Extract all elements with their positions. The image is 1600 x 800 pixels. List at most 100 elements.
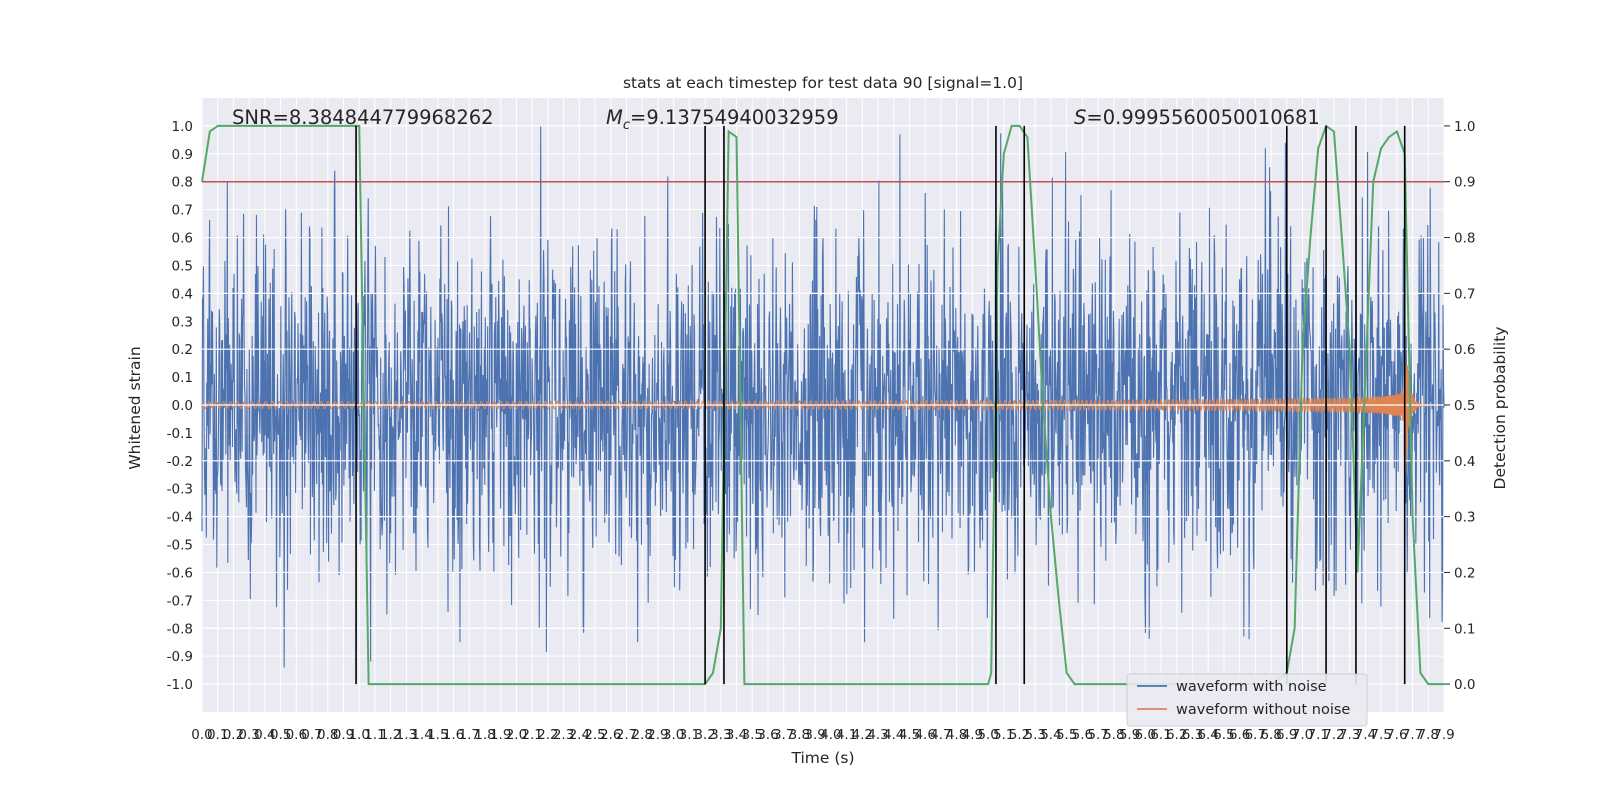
- x-tick-label: 7.6: [1386, 727, 1407, 743]
- x-tick-label: 4.1: [836, 727, 857, 743]
- x-tick-label: 5.4: [1040, 727, 1061, 743]
- y2-tick-label: 0.4: [1454, 454, 1475, 470]
- x-tick-label: 6.1: [1150, 727, 1171, 743]
- x-tick-label: 0.8: [317, 727, 338, 743]
- x-tick-label: 4.8: [946, 727, 967, 743]
- x-tick-label: 4.3: [867, 727, 888, 743]
- chart-title: stats at each timestep for test data 90 …: [623, 74, 1023, 92]
- x-tick-label: 2.9: [647, 727, 668, 743]
- x-tick-label: 6.8: [1260, 727, 1281, 743]
- y-tick-label: -0.7: [167, 593, 193, 609]
- x-tick-label: 0.9: [333, 727, 354, 743]
- x-tick-label: 0.0: [191, 727, 212, 743]
- y-tick-label: 0.6: [172, 231, 193, 247]
- x-tick-label: 0.6: [286, 727, 307, 743]
- y-tick-label: 0.8: [172, 175, 193, 191]
- probability-line: [201, 124, 1444, 686]
- x-tick-label: 1.4: [411, 727, 432, 743]
- y-tick-label: 1.0: [172, 119, 193, 135]
- x-tick-label: 1.6: [443, 727, 464, 743]
- x-tick-label: 3.9: [804, 727, 825, 743]
- y2-tick-label: 0.0: [1454, 677, 1475, 693]
- chirp-mass-symbol: M: [606, 106, 623, 129]
- y2-tick-label: 0.2: [1454, 565, 1475, 581]
- x-tick-label: 4.4: [883, 727, 904, 743]
- x-tick-label: 3.7: [773, 727, 794, 743]
- y2-tick-label: 0.8: [1454, 231, 1475, 247]
- x-tick-label: 6.5: [1213, 727, 1234, 743]
- x-tick-label: 1.8: [474, 727, 495, 743]
- x-tick-label: 4.5: [899, 727, 920, 743]
- score-annotation: S=0.9995560050010681: [1074, 106, 1320, 129]
- y-tick-label: 0.7: [172, 203, 193, 219]
- score-symbol: S: [1074, 106, 1086, 129]
- legend: waveform with noise waveform without noi…: [1126, 673, 1368, 727]
- x-tick-label: 4.7: [930, 727, 951, 743]
- x-tick-label: 0.2: [223, 727, 244, 743]
- x-tick-label: 5.3: [1024, 727, 1045, 743]
- y2-axis-label: Detection probability: [1491, 327, 1509, 490]
- chirp-mass-subscript: c: [623, 118, 630, 133]
- x-tick-label: 1.2: [380, 727, 401, 743]
- x-tick-label: 6.0: [1135, 727, 1156, 743]
- x-tick-label: 0.3: [238, 727, 259, 743]
- x-axis-label: Time (s): [790, 749, 854, 767]
- y2-tick-labels: 1.0 0.9 0.8 0.7 0.6 0.5 0.4 0.3 0.2 0.1 0.0: [1444, 119, 1475, 693]
- y-tick-label: 0.3: [172, 314, 193, 330]
- x-tick-label: 3.4: [726, 727, 747, 743]
- x-tick-label: 5.7: [1087, 727, 1108, 743]
- x-tick-label: 1.5: [427, 727, 448, 743]
- legend-label-noise: waveform with noise: [1176, 679, 1327, 695]
- x-tick-label: 6.9: [1276, 727, 1297, 743]
- x-tick-label: 0.4: [254, 727, 275, 743]
- legend-label-clean: waveform without noise: [1176, 702, 1350, 718]
- chirp-mass-value: =9.13754940032959: [630, 106, 839, 129]
- x-tick-label: 3.0: [663, 727, 684, 743]
- y2-tick-label: 1.0: [1454, 119, 1475, 135]
- y-tick-label: -0.6: [167, 565, 193, 581]
- y-tick-label: -0.5: [167, 538, 193, 554]
- y-tick-label: 0.2: [172, 342, 193, 358]
- y-tick-label: 0.9: [172, 147, 193, 163]
- x-tick-label: 7.9: [1433, 727, 1454, 743]
- y-axis-label: Whitened strain: [126, 346, 144, 469]
- x-tick-label: 4.2: [852, 727, 873, 743]
- y2-tick-label: 0.3: [1454, 510, 1475, 526]
- x-tick-label: 2.6: [600, 727, 621, 743]
- x-tick-label: 5.2: [1009, 727, 1030, 743]
- x-tick-label: 3.3: [710, 727, 731, 743]
- x-tick-label: 0.5: [270, 727, 291, 743]
- chirp-mass-annotation: Mc=9.13754940032959: [606, 106, 839, 133]
- y-tick-label: 0.0: [172, 398, 193, 414]
- x-tick-label: 2.5: [584, 727, 605, 743]
- y2-tick-label: 0.9: [1454, 175, 1475, 191]
- x-tick-label: 3.2: [694, 727, 715, 743]
- x-tick-label: 2.2: [537, 727, 558, 743]
- x-tick-label: 5.6: [1072, 727, 1093, 743]
- x-tick-label: 7.8: [1418, 727, 1439, 743]
- x-tick-label: 7.2: [1323, 727, 1344, 743]
- x-tick-label: 6.6: [1229, 727, 1250, 743]
- y2-tick-label: 0.5: [1454, 398, 1475, 414]
- x-tick-label: 1.0: [348, 727, 369, 743]
- x-tick-label: 7.5: [1370, 727, 1391, 743]
- x-tick-label: 4.6: [914, 727, 935, 743]
- series-detection-probability: [201, 124, 1444, 686]
- x-tick-label: 5.1: [993, 727, 1014, 743]
- y-tick-label: 0.4: [172, 286, 193, 302]
- y2-tick-label: 0.6: [1454, 342, 1475, 358]
- x-tick-label: 3.1: [679, 727, 700, 743]
- x-tick-label: 3.8: [789, 727, 810, 743]
- x-tick-label: 2.7: [616, 727, 637, 743]
- x-tick-label: 4.9: [962, 727, 983, 743]
- y2-tick-label: 0.1: [1454, 621, 1475, 637]
- y-tick-label: 0.5: [172, 258, 193, 274]
- x-tick-label: 5.5: [1056, 727, 1077, 743]
- x-tick-label: 3.6: [757, 727, 778, 743]
- x-tick-label: 7.0: [1292, 727, 1313, 743]
- x-tick-label: 7.3: [1339, 727, 1360, 743]
- x-tick-label: 2.1: [521, 727, 542, 743]
- x-tick-label: 0.1: [207, 727, 228, 743]
- x-tick-label: 6.2: [1166, 727, 1187, 743]
